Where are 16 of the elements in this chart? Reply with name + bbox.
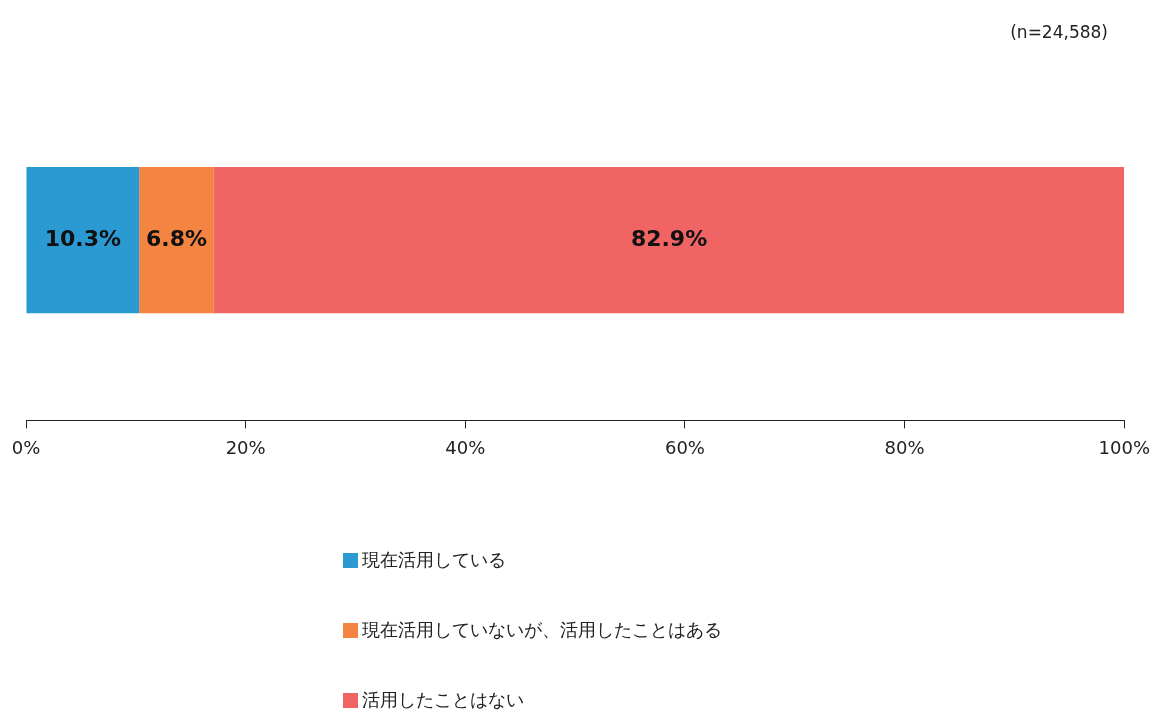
legend-label: 現在活用していないが、活用したことはある [362,618,722,642]
data-label: 6.8% [145,225,207,251]
x-tick-label: 100% [1098,436,1150,458]
x-tick-label: 60% [664,436,705,458]
x-tick-label: 0% [11,436,41,458]
bar [26,167,140,314]
x-tick-label: 40% [445,436,486,458]
bar [139,167,214,314]
legend-label: 現在活用している [362,548,506,572]
x-tick-label: 20% [225,436,266,458]
data-label: 82.9% [630,225,708,251]
x-tick-label: 80% [884,436,925,458]
legend-label: 活用したことはない [362,688,524,712]
text: (n=24,588) [1010,22,1108,42]
bar [213,167,1125,314]
data-label: 10.3% [44,225,121,251]
